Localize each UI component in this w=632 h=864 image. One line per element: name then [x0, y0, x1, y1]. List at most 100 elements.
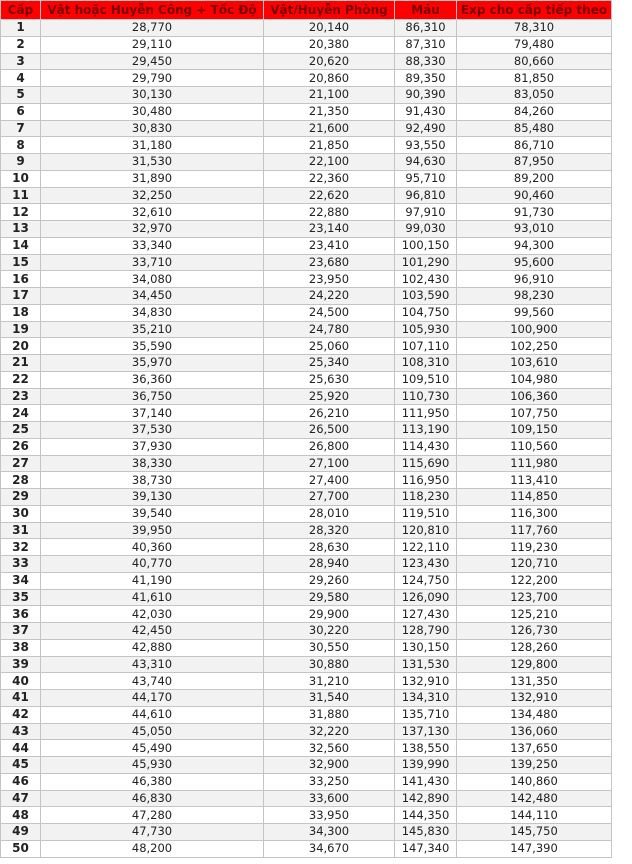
cell-hp: 147,340 — [394, 839, 457, 858]
cell-level: 46 — [0, 772, 41, 791]
cell-defense: 20,380 — [263, 35, 395, 54]
cell-defense: 23,950 — [263, 270, 395, 288]
cell-defense: 26,800 — [263, 437, 395, 456]
cell-hp: 108,310 — [394, 354, 457, 372]
cell-exp-next: 99,560 — [456, 303, 612, 322]
cell-defense: 22,100 — [263, 153, 395, 171]
cell-attack-speed: 34,830 — [40, 303, 264, 322]
cell-level: 21 — [0, 354, 41, 372]
cell-defense: 33,250 — [263, 772, 395, 791]
table-row: 3 29,450 20,620 88,330 80,660 — [0, 52, 612, 71]
cell-hp: 132,910 — [394, 672, 457, 690]
cell-attack-speed: 43,310 — [40, 655, 264, 674]
cell-hp: 123,430 — [394, 555, 457, 573]
cell-level: 29 — [0, 488, 41, 506]
cell-level: 43 — [0, 722, 41, 741]
table-row: 36 42,030 29,900 127,430 125,210 — [0, 605, 612, 623]
cell-defense: 21,850 — [263, 136, 395, 154]
cell-hp: 109,510 — [394, 370, 457, 389]
cell-level: 36 — [0, 605, 41, 623]
cell-level: 32 — [0, 538, 41, 556]
cell-hp: 131,530 — [394, 655, 457, 674]
cell-hp: 139,990 — [394, 756, 457, 774]
table-row: 4 29,790 20,860 89,350 81,850 — [0, 69, 612, 87]
cell-hp: 90,390 — [394, 86, 457, 104]
cell-level: 47 — [0, 789, 41, 808]
table-row: 24 37,140 26,210 111,950 107,750 — [0, 404, 612, 422]
cell-level: 5 — [0, 86, 41, 104]
cell-attack-speed: 39,540 — [40, 504, 264, 523]
cell-defense: 25,920 — [263, 387, 395, 406]
cell-defense: 20,860 — [263, 69, 395, 87]
cell-defense: 34,670 — [263, 839, 395, 858]
cell-exp-next: 139,250 — [456, 756, 612, 774]
cell-defense: 30,220 — [263, 622, 395, 640]
cell-level: 40 — [0, 672, 41, 690]
table-row: 40 43,740 31,210 132,910 131,350 — [0, 672, 612, 690]
table-row: 9 31,530 22,100 94,630 87,950 — [0, 153, 612, 171]
cell-defense: 23,680 — [263, 253, 395, 272]
cell-defense: 31,210 — [263, 672, 395, 690]
cell-level: 17 — [0, 287, 41, 305]
cell-exp-next: 119,230 — [456, 538, 612, 556]
cell-exp-next: 106,360 — [456, 387, 612, 406]
cell-hp: 91,430 — [394, 102, 457, 121]
cell-hp: 95,710 — [394, 169, 457, 188]
cell-defense: 22,880 — [263, 203, 395, 221]
table-row: 2 29,110 20,380 87,310 79,480 — [0, 35, 612, 54]
cell-attack-speed: 42,450 — [40, 622, 264, 640]
cell-exp-next: 117,760 — [456, 521, 612, 540]
cell-exp-next: 94,300 — [456, 236, 612, 255]
table-row: 25 37,530 26,500 113,190 109,150 — [0, 421, 612, 439]
table-row: 34 41,190 29,260 124,750 122,200 — [0, 571, 612, 590]
cell-level: 45 — [0, 756, 41, 774]
cell-level: 44 — [0, 739, 41, 757]
cell-exp-next: 107,750 — [456, 404, 612, 422]
cell-hp: 114,430 — [394, 437, 457, 456]
cell-level: 28 — [0, 471, 41, 489]
cell-hp: 145,830 — [394, 823, 457, 841]
cell-exp-next: 89,200 — [456, 169, 612, 188]
table-row: 42 44,610 31,880 135,710 134,480 — [0, 705, 612, 724]
table-row: 19 35,210 24,780 105,930 100,900 — [0, 320, 612, 339]
cell-hp: 92,490 — [394, 119, 457, 138]
cell-exp-next: 85,480 — [456, 119, 612, 138]
table-row: 13 32,970 23,140 99,030 93,010 — [0, 220, 612, 238]
cell-attack-speed: 29,790 — [40, 69, 264, 87]
cell-attack-speed: 32,250 — [40, 186, 264, 205]
table-row: 5 30,130 21,100 90,390 83,050 — [0, 86, 612, 104]
cell-hp: 141,430 — [394, 772, 457, 791]
cell-level: 11 — [0, 186, 41, 205]
cell-exp-next: 144,110 — [456, 806, 612, 824]
cell-hp: 142,890 — [394, 789, 457, 808]
cell-defense: 31,880 — [263, 705, 395, 724]
cell-hp: 105,930 — [394, 320, 457, 339]
cell-exp-next: 87,950 — [456, 153, 612, 171]
cell-exp-next: 86,710 — [456, 136, 612, 154]
cell-level: 12 — [0, 203, 41, 221]
cell-attack-speed: 29,110 — [40, 35, 264, 54]
cell-attack-speed: 30,830 — [40, 119, 264, 138]
cell-defense: 27,100 — [263, 454, 395, 473]
cell-defense: 24,780 — [263, 320, 395, 339]
cell-exp-next: 116,300 — [456, 504, 612, 523]
cell-attack-speed: 32,610 — [40, 203, 264, 221]
cell-attack-speed: 37,530 — [40, 421, 264, 439]
cell-attack-speed: 34,450 — [40, 287, 264, 305]
cell-hp: 135,710 — [394, 705, 457, 724]
cell-level: 42 — [0, 705, 41, 724]
cell-attack-speed: 47,730 — [40, 823, 264, 841]
cell-level: 2 — [0, 35, 41, 54]
cell-hp: 119,510 — [394, 504, 457, 523]
cell-defense: 27,400 — [263, 471, 395, 489]
cell-exp-next: 100,900 — [456, 320, 612, 339]
table-row: 26 37,930 26,800 114,430 110,560 — [0, 437, 612, 456]
cell-exp-next: 120,710 — [456, 555, 612, 573]
cell-exp-next: 110,560 — [456, 437, 612, 456]
cell-attack-speed: 44,610 — [40, 705, 264, 724]
cell-exp-next: 93,010 — [456, 220, 612, 238]
cell-exp-next: 104,980 — [456, 370, 612, 389]
cell-exp-next: 91,730 — [456, 203, 612, 221]
cell-level: 31 — [0, 521, 41, 540]
cell-exp-next: 95,600 — [456, 253, 612, 272]
